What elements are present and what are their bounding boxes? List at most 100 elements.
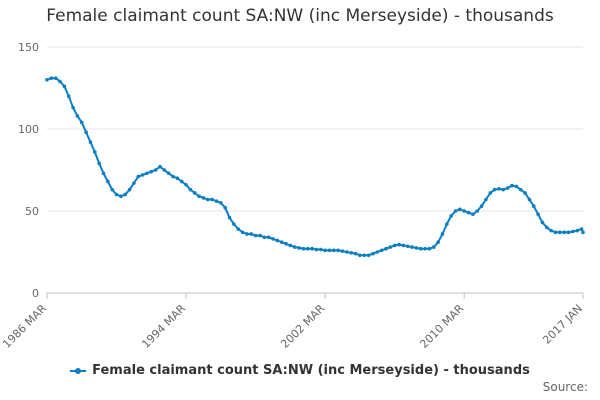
- data-point: [175, 176, 180, 180]
- data-point: [518, 187, 523, 192]
- data-point: [188, 187, 193, 192]
- data-point: [353, 251, 358, 256]
- data-point: [462, 209, 467, 213]
- data-point: [145, 171, 149, 176]
- data-point: [392, 243, 397, 248]
- data-point: [45, 78, 49, 82]
- data-point: [240, 230, 245, 235]
- data-point: [475, 209, 480, 213]
- data-point: [136, 174, 141, 179]
- data-point: [549, 228, 553, 233]
- data-point: [62, 84, 67, 89]
- data-point: [358, 253, 362, 258]
- data-point: [362, 253, 367, 258]
- data-point: [466, 210, 471, 215]
- data-point: [245, 232, 249, 236]
- data-point: [318, 247, 323, 252]
- x-tick-label: 2010 MAR: [417, 302, 466, 351]
- data-point: [332, 248, 336, 253]
- data-point: [488, 191, 493, 195]
- data-point: [201, 196, 206, 200]
- data-point: [158, 164, 162, 169]
- data-point: [53, 76, 58, 80]
- data-point: [49, 76, 54, 80]
- data-point: [66, 94, 71, 98]
- data-point: [484, 197, 488, 202]
- data-point: [327, 248, 332, 253]
- data-point: [301, 246, 306, 251]
- data-point: [397, 242, 401, 247]
- y-tick-label: 100: [18, 123, 39, 136]
- data-point: [366, 253, 371, 258]
- data-point: [414, 246, 419, 250]
- data-point: [266, 235, 271, 240]
- axis-layer: [46, 292, 584, 299]
- data-point: [371, 251, 375, 256]
- data-point: [258, 233, 262, 238]
- data-point: [410, 245, 414, 249]
- point-layer: [45, 76, 585, 258]
- data-point: [458, 207, 462, 212]
- data-point: [58, 79, 62, 84]
- data-point: [314, 247, 319, 252]
- data-point: [236, 227, 241, 231]
- data-point: [262, 235, 267, 240]
- data-point: [114, 192, 119, 197]
- data-point: [271, 237, 275, 241]
- data-point: [388, 245, 393, 249]
- data-point: [510, 183, 514, 188]
- legend-series-label: Female claimant count SA:NW (inc Merseys…: [92, 363, 530, 378]
- data-point: [192, 191, 197, 195]
- data-point: [505, 186, 510, 190]
- data-point: [531, 204, 536, 208]
- series-layer: [46, 77, 584, 257]
- data-point: [214, 199, 219, 203]
- data-point: [310, 246, 314, 251]
- source-label[interactable]: Source:: [542, 380, 588, 394]
- data-point: [171, 174, 175, 179]
- data-point: [562, 230, 566, 235]
- data-point: [284, 242, 288, 246]
- data-point: [71, 105, 75, 110]
- data-point: [75, 114, 80, 118]
- data-point: [336, 248, 340, 253]
- data-point: [153, 168, 158, 172]
- grid-layer: [47, 46, 583, 212]
- data-point: [579, 227, 584, 231]
- data-point: [106, 179, 110, 184]
- data-point: [427, 246, 432, 251]
- chart-area: 0 50 100 150 1986 MAR 1994 MAR 2002 MAR 2010 MA…: [0, 41, 585, 351]
- data-point: [93, 150, 97, 154]
- data-point: [323, 248, 327, 253]
- data-point: [197, 194, 201, 199]
- data-point: [223, 205, 227, 210]
- data-point: [275, 238, 280, 243]
- x-tick-label: 2017 JAN: [540, 302, 585, 347]
- data-point: [553, 230, 558, 235]
- data-point: [179, 179, 184, 184]
- data-point: [536, 212, 540, 217]
- data-point: [79, 120, 84, 125]
- data-point: [140, 173, 145, 177]
- data-point: [123, 192, 128, 197]
- data-point: [210, 197, 214, 202]
- data-point: [227, 215, 232, 220]
- y-tick-label: 150: [18, 41, 39, 54]
- legend[interactable]: Female claimant count SA:NW (inc Merseys…: [0, 363, 600, 378]
- data-point: [523, 191, 527, 195]
- data-point: [97, 161, 101, 166]
- data-point: [288, 243, 293, 248]
- data-point: [149, 169, 154, 174]
- x-tick-label: 1994 MAR: [139, 302, 188, 351]
- data-point: [540, 220, 545, 225]
- data-point: [453, 209, 458, 213]
- series-line: [46, 77, 584, 257]
- data-point: [558, 230, 562, 235]
- data-point: [349, 251, 354, 255]
- legend-line-marker-icon: [70, 366, 87, 376]
- data-point: [297, 246, 301, 250]
- x-tick-label: 1986 MAR: [0, 302, 49, 351]
- data-point: [84, 130, 88, 135]
- data-point: [219, 201, 223, 205]
- data-point: [292, 245, 297, 249]
